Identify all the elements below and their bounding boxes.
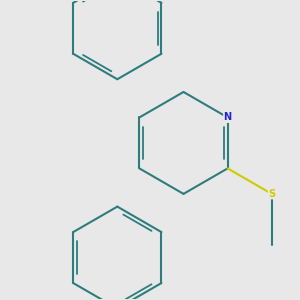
Text: S: S [268, 189, 275, 199]
Text: N: N [224, 112, 232, 122]
